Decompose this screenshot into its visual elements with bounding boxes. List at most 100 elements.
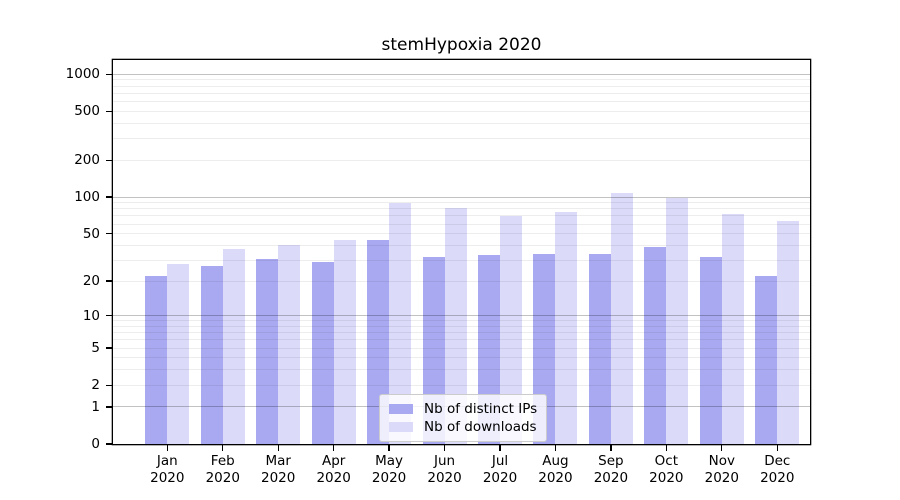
x-tick-apr [332,445,335,451]
x-tick-jun [443,445,446,451]
gridline-50 [113,233,810,235]
bar-distinct-ips-jan [145,276,168,444]
legend: Nb of distinct IPs Nb of downloads [379,394,547,442]
y-tick-label-200: 200 [74,152,100,169]
gridline-40 [113,244,810,246]
gridline-30 [113,259,810,261]
gridline-200 [113,159,810,161]
gridline-400 [113,122,810,124]
gridline-100 [113,196,810,198]
gridline-9 [113,320,810,322]
gridline-6 [113,339,810,341]
y-tick-10 [106,315,112,317]
x-tick-jan [166,445,168,451]
gridline-500 [113,110,810,112]
x-tick-jul [499,445,501,451]
legend-swatch-distinct-ips [389,403,413,414]
bar-distinct-ips-dec [755,276,778,444]
x-tick-sep [610,445,612,451]
legend-swatch-downloads [389,422,413,433]
legend-item-distinct-ips: Nb of distinct IPs [389,401,537,417]
y-tick-label-50: 50 [82,225,100,242]
gridline-10 [113,315,810,317]
bar-downloads-oct [666,198,689,444]
gridline-3 [113,369,810,371]
bar-distinct-ips-mar [256,258,279,444]
bar-downloads-apr [333,240,356,444]
y-tick-2 [106,384,112,386]
bar-distinct-ips-sep [588,253,611,444]
bar-downloads-mar [278,245,301,444]
gridline-20 [113,280,810,282]
bar-distinct-ips-oct [644,246,667,444]
x-tick-label-oct: Oct 2020 [649,453,684,486]
y-tick-500 [106,110,112,113]
x-tick-label-nov: Nov 2020 [704,453,739,486]
bar-distinct-ips-feb [200,265,223,444]
gridline-700 [113,92,810,94]
gridline-2 [113,384,810,386]
gridline-70 [113,215,810,217]
x-tick-label-sep: Sep 2020 [593,453,629,486]
gridline-5 [113,347,810,349]
legend-label-downloads: Nb of downloads [424,419,537,436]
y-tick-label-0: 0 [91,436,100,452]
x-tick-label-aug: Aug 2020 [538,453,573,486]
x-tick-label-jun: Jun 2020 [427,453,462,486]
x-tick-label-jan: Jan 2020 [150,453,185,486]
x-tick-aug [554,445,557,451]
legend-item-downloads: Nb of downloads [389,419,537,435]
x-tick-label-feb: Feb 2020 [205,453,240,486]
legend-label-distinct-ips: Nb of distinct IPs [424,400,538,417]
gridline-1000 [113,73,810,75]
x-tick-dec [776,445,778,451]
bar-downloads-jan [167,263,190,444]
y-tick-1 [106,406,112,408]
y-tick-label-500: 500 [74,103,100,120]
y-tick-label-1000: 1000 [65,66,100,83]
x-tick-label-jul: Jul 2020 [482,453,518,486]
gridline-4 [113,357,810,359]
bar-distinct-ips-apr [311,262,334,444]
y-tick-5 [106,347,112,349]
gridline-600 [113,101,810,103]
x-tick-label-dec: Dec 2020 [760,453,795,486]
bar-downloads-jul [500,215,522,444]
y-tick-label-20: 20 [82,273,100,290]
gridline-60 [113,223,810,225]
bar-downloads-dec [777,221,800,444]
gridline-8 [113,325,810,327]
x-tick-feb [222,445,224,451]
bar-downloads-nov [721,214,744,444]
gridline-900 [113,79,810,81]
chart-title: stemHypoxia 2020 [381,35,542,55]
bar-downloads-jun [444,207,467,444]
y-tick-20 [106,280,112,282]
gridline-80 [113,208,810,210]
gridline-7 [113,332,810,334]
bar-downloads-sep [610,192,633,444]
y-tick-0 [106,443,112,445]
y-tick-label-1: 1 [91,398,100,415]
plot-area [113,60,810,444]
x-tick-may [388,445,390,451]
x-tick-oct [665,445,668,451]
y-tick-label-2: 2 [91,377,100,394]
bar-downloads-aug [555,212,578,444]
bar-downloads-feb [222,249,245,444]
bar-distinct-ips-nov [699,256,722,444]
y-tick-100 [106,196,112,198]
x-tick-label-mar: Mar 2020 [261,453,296,486]
y-tick-1000 [106,73,112,76]
x-tick-label-may: May 2020 [371,453,407,486]
x-tick-label-apr: Apr 2020 [316,453,351,486]
gridline-800 [113,85,810,87]
y-tick-label-5: 5 [91,340,100,357]
y-tick-label-10: 10 [82,307,100,324]
y-tick-50 [106,232,112,235]
x-tick-mar [277,445,279,451]
bar-downloads-may [389,203,412,444]
gridline-90 [113,202,810,204]
y-tick-label-100: 100 [74,189,100,206]
